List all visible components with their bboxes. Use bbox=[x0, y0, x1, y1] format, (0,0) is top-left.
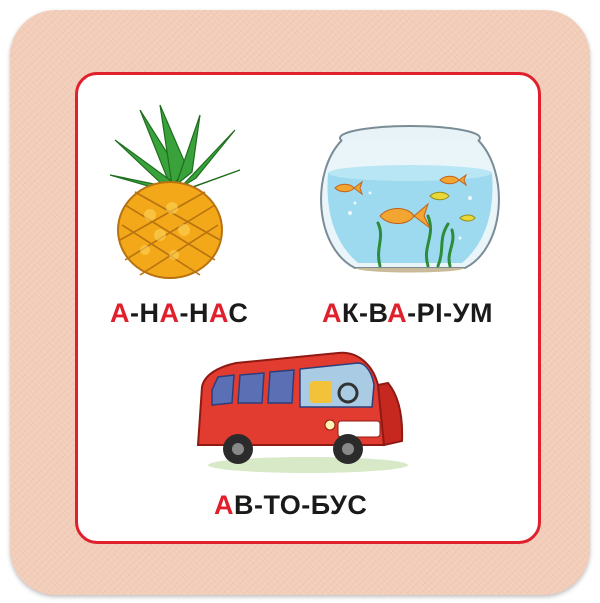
letter-segment: - bbox=[407, 298, 417, 328]
pineapple-icon bbox=[100, 100, 250, 290]
flash-card bbox=[10, 10, 590, 595]
letter-segment: Н bbox=[189, 298, 209, 328]
letter-segment: А bbox=[159, 298, 180, 328]
letter-segment: А bbox=[322, 298, 342, 328]
word-bus: АВ-ТО-БУС bbox=[214, 490, 367, 521]
letter-segment: К- bbox=[342, 298, 369, 328]
letter-segment: С bbox=[228, 298, 249, 328]
letter-segment: А bbox=[110, 298, 130, 328]
letter-segment: А bbox=[214, 490, 234, 520]
letter-segment: РІ-УМ bbox=[416, 298, 493, 328]
letter-segment: А bbox=[209, 298, 229, 328]
letter-segment: А bbox=[387, 298, 408, 328]
letter-segment: В-ТО-БУС bbox=[234, 490, 368, 520]
letter-segment: - bbox=[130, 298, 140, 328]
letter-segment: В bbox=[368, 298, 388, 328]
aquarium-icon bbox=[310, 118, 510, 288]
letter-segment: Н bbox=[139, 298, 160, 328]
bus-icon bbox=[188, 345, 408, 480]
letter-segment: - bbox=[179, 298, 189, 328]
word-pineapple: А-НА-НАС bbox=[110, 298, 248, 329]
word-aquarium: АК-ВА-РІ-УМ bbox=[322, 298, 493, 329]
